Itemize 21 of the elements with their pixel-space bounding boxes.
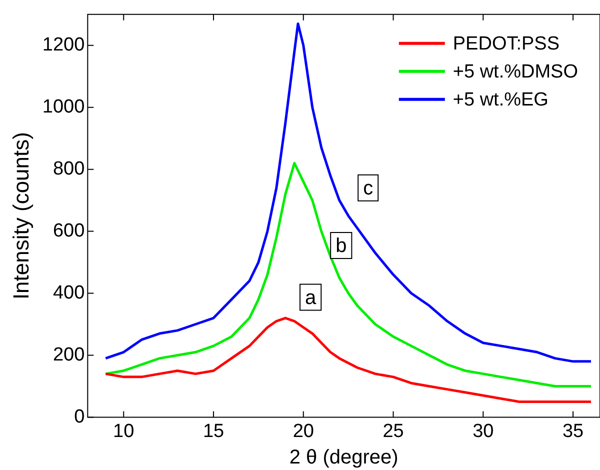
x-axis-title: 2 θ (degree) (289, 446, 398, 469)
x-tick-label: 10 (113, 420, 134, 442)
legend-label: +5 wt.%EG (452, 90, 548, 111)
y-tick-label: 800 (52, 158, 85, 180)
x-tick-label: 35 (562, 420, 584, 442)
y-tick-label: 400 (52, 282, 85, 304)
annotation: a (305, 286, 318, 309)
y-tick-label: 600 (52, 220, 85, 242)
annotation: c (363, 177, 374, 200)
y-axis-title: Intensity (counts) (8, 132, 34, 300)
x-tick-label: 25 (382, 420, 404, 442)
y-tick-label: 1200 (42, 34, 85, 56)
annotation: b (336, 235, 347, 258)
x-tick-label: 15 (202, 420, 224, 442)
legend-label: +5 wt.%DMSO (452, 62, 578, 83)
x-tick-label: 30 (472, 420, 494, 442)
y-tick-label: 1000 (42, 96, 85, 118)
legend-label: PEDOT:PSS (452, 34, 560, 55)
x-tick-label: 20 (292, 420, 314, 442)
y-tick-label: 0 (74, 406, 85, 428)
y-tick-label: 200 (52, 344, 85, 366)
